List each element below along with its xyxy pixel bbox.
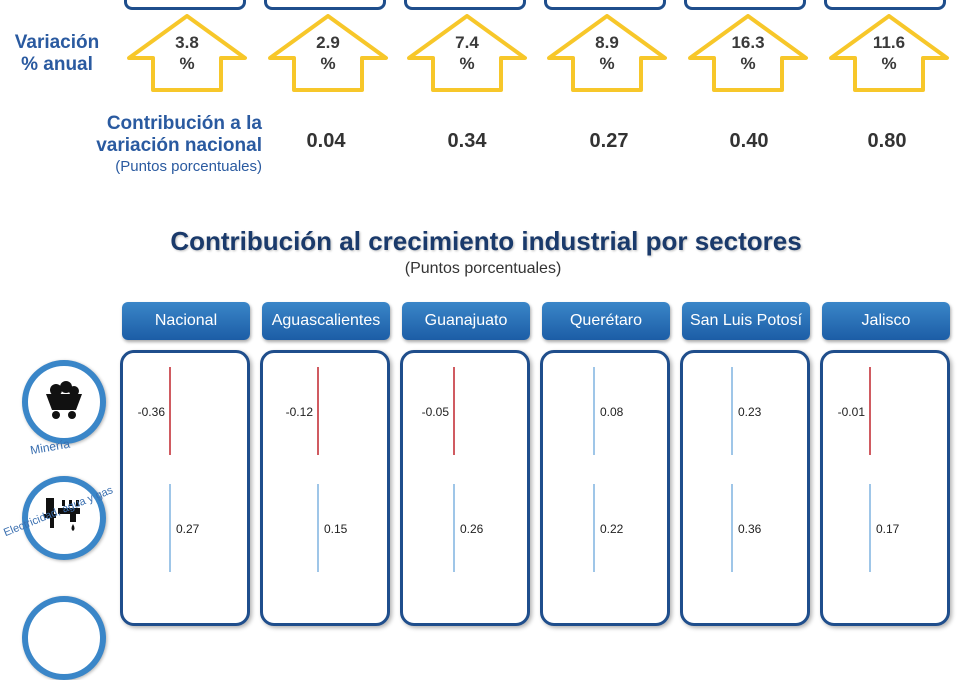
column-header: Jalisco (822, 302, 950, 340)
up-arrow-icon (268, 14, 388, 92)
top-panel-edge (684, 0, 806, 10)
column-header: Guanajuato (402, 302, 530, 340)
mining-cart-icon (22, 360, 106, 444)
column-panel (680, 350, 810, 626)
variacion-unit: % (179, 54, 195, 73)
contribucion-value: 0.40 (729, 130, 769, 152)
chart-title: Contribución al crecimiento industrial p… (170, 226, 802, 256)
variacion-arrow: 11.6 % (827, 14, 951, 92)
contribucion-value: 0.27 (589, 130, 629, 152)
contribucion-value: 0.04 (306, 130, 346, 152)
chart-bars-layer: -0.36 -0.12 -0.05 0.08 0.23 -0.01 0.27 0.15 0.26… (138, 367, 900, 572)
variacion-unit: % (320, 54, 336, 73)
variacion-value: 7.4 (455, 33, 479, 52)
top-panel-edge (124, 0, 246, 10)
up-arrow-icon (407, 14, 527, 92)
chart-subtitle: (Puntos porcentuales) (404, 260, 562, 277)
up-arrow-icon (829, 14, 949, 92)
data-label: -0.05 (422, 405, 450, 419)
variacion-arrow: 7.4 % (405, 14, 529, 92)
column-header: San Luis Potosí (682, 302, 810, 340)
data-label: 0.15 (324, 522, 348, 536)
column-header: Nacional (122, 302, 250, 340)
top-panel-edge (404, 0, 526, 10)
data-label: 0.26 (460, 522, 484, 536)
contribucion-label: Contribución a la variación nacional (Pu… (40, 113, 262, 177)
data-label: 0.08 (600, 405, 624, 419)
column-panel (260, 350, 390, 626)
data-label: 0.17 (876, 522, 900, 536)
variacion-arrow: 16.3 % (686, 14, 810, 92)
data-label: -0.01 (838, 405, 866, 419)
data-label: 0.27 (176, 522, 200, 536)
variacion-unit: % (599, 54, 615, 73)
column-panel (400, 350, 530, 626)
variacion-anual-label: Variación % anual (14, 32, 100, 75)
variacion-value: 16.3 (731, 33, 765, 52)
electricity-water-icon (22, 476, 106, 560)
contribucion-sublabel: (Puntos porcentuales) (115, 158, 262, 175)
contribucion-value: 0.80 (867, 130, 907, 152)
up-arrow-icon (127, 14, 247, 92)
top-panel-edge (824, 0, 946, 10)
variacion-value: 3.8 (175, 33, 199, 52)
variacion-value: 2.9 (316, 33, 340, 52)
variacion-arrow: 2.9 % (266, 14, 390, 92)
top-panel-edge (264, 0, 386, 10)
data-label: 0.23 (738, 405, 762, 419)
column-panel (540, 350, 670, 626)
variacion-value: 11.6 (872, 33, 906, 52)
column-panel (120, 350, 250, 626)
contribucion-value: 0.34 (447, 130, 487, 152)
variacion-value: 8.9 (595, 33, 619, 52)
variacion-arrow: 8.9 % (545, 14, 669, 92)
up-arrow-icon (688, 14, 808, 92)
data-label: 0.36 (738, 522, 762, 536)
variacion-unit: % (740, 54, 756, 73)
data-label: -0.36 (138, 405, 166, 419)
column-header: Querétaro (542, 302, 670, 340)
column-panel (820, 350, 950, 626)
contribucion-label-text: Contribución a la variación nacional (96, 113, 262, 156)
top-panel-edge (544, 0, 666, 10)
variacion-unit: % (881, 54, 897, 73)
up-arrow-icon (547, 14, 667, 92)
data-label: -0.12 (286, 405, 314, 419)
sector-icon-partial (22, 596, 106, 680)
variacion-unit: % (459, 54, 475, 73)
data-label: 0.22 (600, 522, 624, 536)
variacion-arrow: 3.8 % (125, 14, 249, 92)
column-header: Aguascalientes (262, 302, 390, 340)
